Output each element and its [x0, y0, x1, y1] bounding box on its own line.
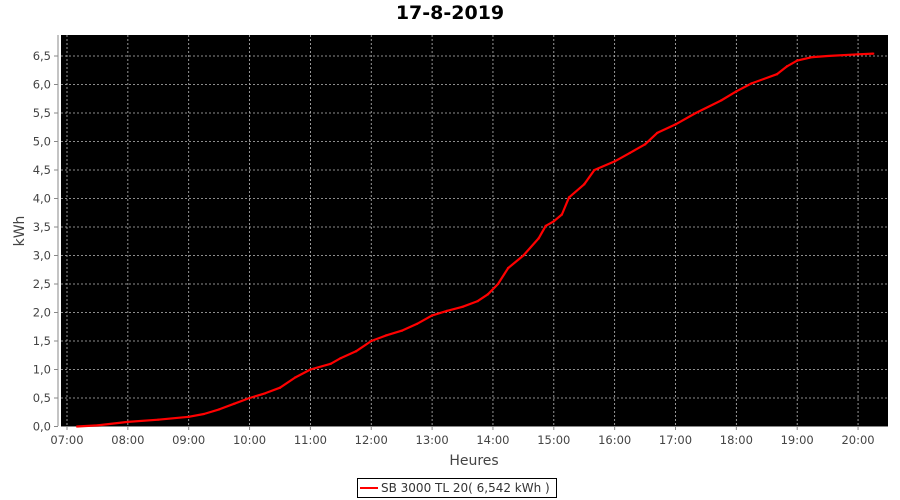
data-point	[826, 55, 829, 57]
data-point	[486, 293, 489, 296]
x-tick-label: 13:00	[416, 433, 449, 447]
legend: SB 3000 TL 20( 6,542 kWh )	[357, 478, 557, 498]
data-point	[202, 412, 205, 415]
data-point	[76, 425, 79, 428]
data-point	[461, 305, 464, 308]
chart-title: 17-8-2019	[395, 2, 505, 24]
data-point	[329, 362, 332, 365]
data-point	[613, 160, 616, 163]
x-axis-label: Heures	[449, 453, 498, 469]
data-point	[544, 224, 547, 227]
y-tick-label: 6,0	[33, 78, 51, 92]
y-axis-label: kWh	[12, 216, 28, 247]
x-tick-label: 20:00	[841, 433, 874, 447]
data-point	[796, 59, 799, 62]
series-points	[76, 52, 875, 428]
data-point	[218, 408, 221, 411]
y-tick-label: 1,0	[33, 363, 51, 377]
data-point	[720, 99, 723, 102]
data-point	[552, 220, 555, 223]
data-point	[775, 73, 778, 76]
legend-swatch	[360, 487, 378, 489]
data-point	[694, 112, 697, 114]
y-tick-label: 0,5	[33, 391, 51, 405]
y-tick-label: 5,5	[33, 106, 51, 120]
data-point	[96, 424, 99, 427]
data-point	[431, 314, 434, 317]
x-tick-label: 19:00	[781, 433, 814, 447]
data-point	[497, 283, 500, 285]
x-tick-label: 14:00	[476, 433, 509, 447]
data-point	[355, 350, 358, 353]
y-tick-label: 3,5	[33, 220, 51, 234]
data-point	[522, 254, 525, 257]
data-point	[294, 376, 297, 379]
data-point	[872, 52, 875, 55]
data-point	[385, 334, 388, 337]
data-point	[568, 196, 571, 199]
data-point	[415, 322, 418, 325]
data-point	[476, 300, 479, 303]
data-point	[370, 340, 373, 342]
data-point	[278, 386, 281, 389]
data-point	[157, 418, 160, 421]
data-point	[593, 169, 596, 171]
data-point	[263, 392, 266, 395]
y-tick-label: 0,0	[33, 420, 51, 434]
data-point	[674, 123, 677, 126]
data-point	[537, 237, 540, 240]
data-point	[628, 151, 631, 154]
y-ticks: 0,0 0,5 1,0 1,5 2,0 2,5 3,0 3,5 4,0 4,5 5,0 5,5 6,0 6…	[33, 49, 58, 434]
data-point	[857, 53, 860, 56]
y-tick-label: 2,5	[33, 277, 51, 291]
x-tick-label: 17:00	[659, 433, 692, 447]
data-point	[786, 65, 789, 68]
data-point	[644, 143, 647, 146]
x-tick-label: 09:00	[172, 433, 205, 447]
y-tick-label: 2,0	[33, 306, 51, 320]
data-point	[560, 213, 563, 216]
x-tick-label: 11:00	[294, 433, 327, 447]
x-tick-label: 08:00	[111, 433, 144, 447]
data-point	[233, 402, 236, 405]
data-point	[446, 309, 449, 312]
x-tick-label: 12:00	[355, 433, 388, 447]
y-tick-label: 4,5	[33, 163, 51, 177]
data-point	[750, 82, 753, 85]
data-point	[187, 415, 190, 418]
data-point	[735, 90, 738, 93]
plot-background	[61, 35, 888, 426]
data-point	[583, 183, 586, 186]
x-tick-label: 15:00	[537, 433, 570, 447]
data-point	[507, 267, 510, 270]
x-tick-label: 10:00	[233, 433, 266, 447]
x-tick-label: 07:00	[50, 433, 83, 447]
y-tick-label: 5,0	[33, 135, 51, 149]
data-point	[339, 357, 342, 360]
data-point	[400, 329, 403, 332]
y-tick-label: 6,5	[33, 49, 51, 63]
data-point	[248, 397, 251, 399]
data-point	[309, 368, 312, 371]
data-point	[126, 420, 129, 423]
x-tick-label: 18:00	[720, 433, 753, 447]
x-tick-label: 16:00	[598, 433, 631, 447]
data-point	[656, 131, 659, 134]
data-point	[811, 56, 814, 59]
x-ticks: 07:00 08:00 09:00 10:00 11:00 12:00 13:00 14:00…	[50, 426, 875, 447]
y-tick-label: 3,0	[33, 249, 51, 263]
y-tick-label: 1,5	[33, 334, 51, 348]
legend-label: SB 3000 TL 20( 6,542 kWh )	[381, 481, 550, 495]
y-tick-label: 4,0	[33, 192, 51, 206]
